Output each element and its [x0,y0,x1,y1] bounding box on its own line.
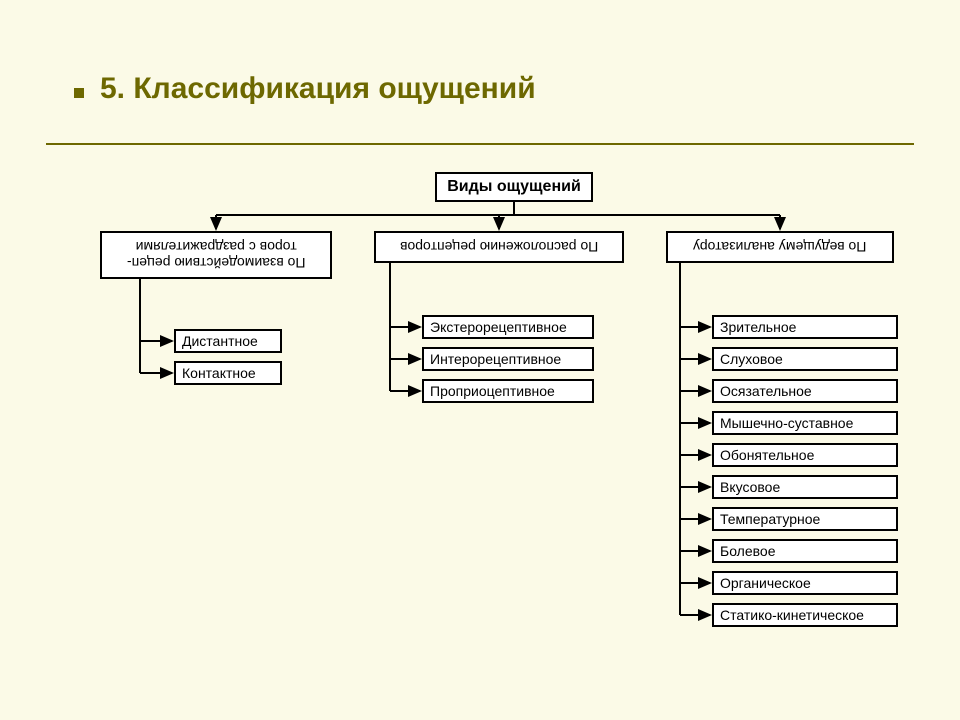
item-box-2-2: Осязательное [712,379,898,403]
category-box-0: По взаимодействию рецеп-торов с раздражи… [100,231,332,279]
item-box-2-0: Зрительное [712,315,898,339]
category-box-2: По ведущему анализатору [666,231,894,263]
item-box-2-9: Статико-кинетическое [712,603,898,627]
item-box-0-0: Дистантное [174,329,282,353]
root-box: Виды ощущений [435,172,593,202]
item-box-2-5: Вкусовое [712,475,898,499]
item-box-2-1: Слуховое [712,347,898,371]
item-box-2-3: Мышечно-суставное [712,411,898,435]
item-box-1-0: Экстерорецептивное [422,315,594,339]
item-box-1-2: Проприоцептивное [422,379,594,403]
diagram: Виды ощущений По взаимодействию рецеп-тор… [0,0,960,720]
item-box-0-1: Контактное [174,361,282,385]
item-box-2-8: Органическое [712,571,898,595]
category-box-1: По расположению рецепторов [374,231,624,263]
item-box-2-7: Болевое [712,539,898,563]
item-box-2-6: Температурное [712,507,898,531]
slide: 5. Классификация ощущений Виды ощущенийП… [0,0,960,720]
item-box-1-1: Интерорецептивное [422,347,594,371]
item-box-2-4: Обонятельное [712,443,898,467]
